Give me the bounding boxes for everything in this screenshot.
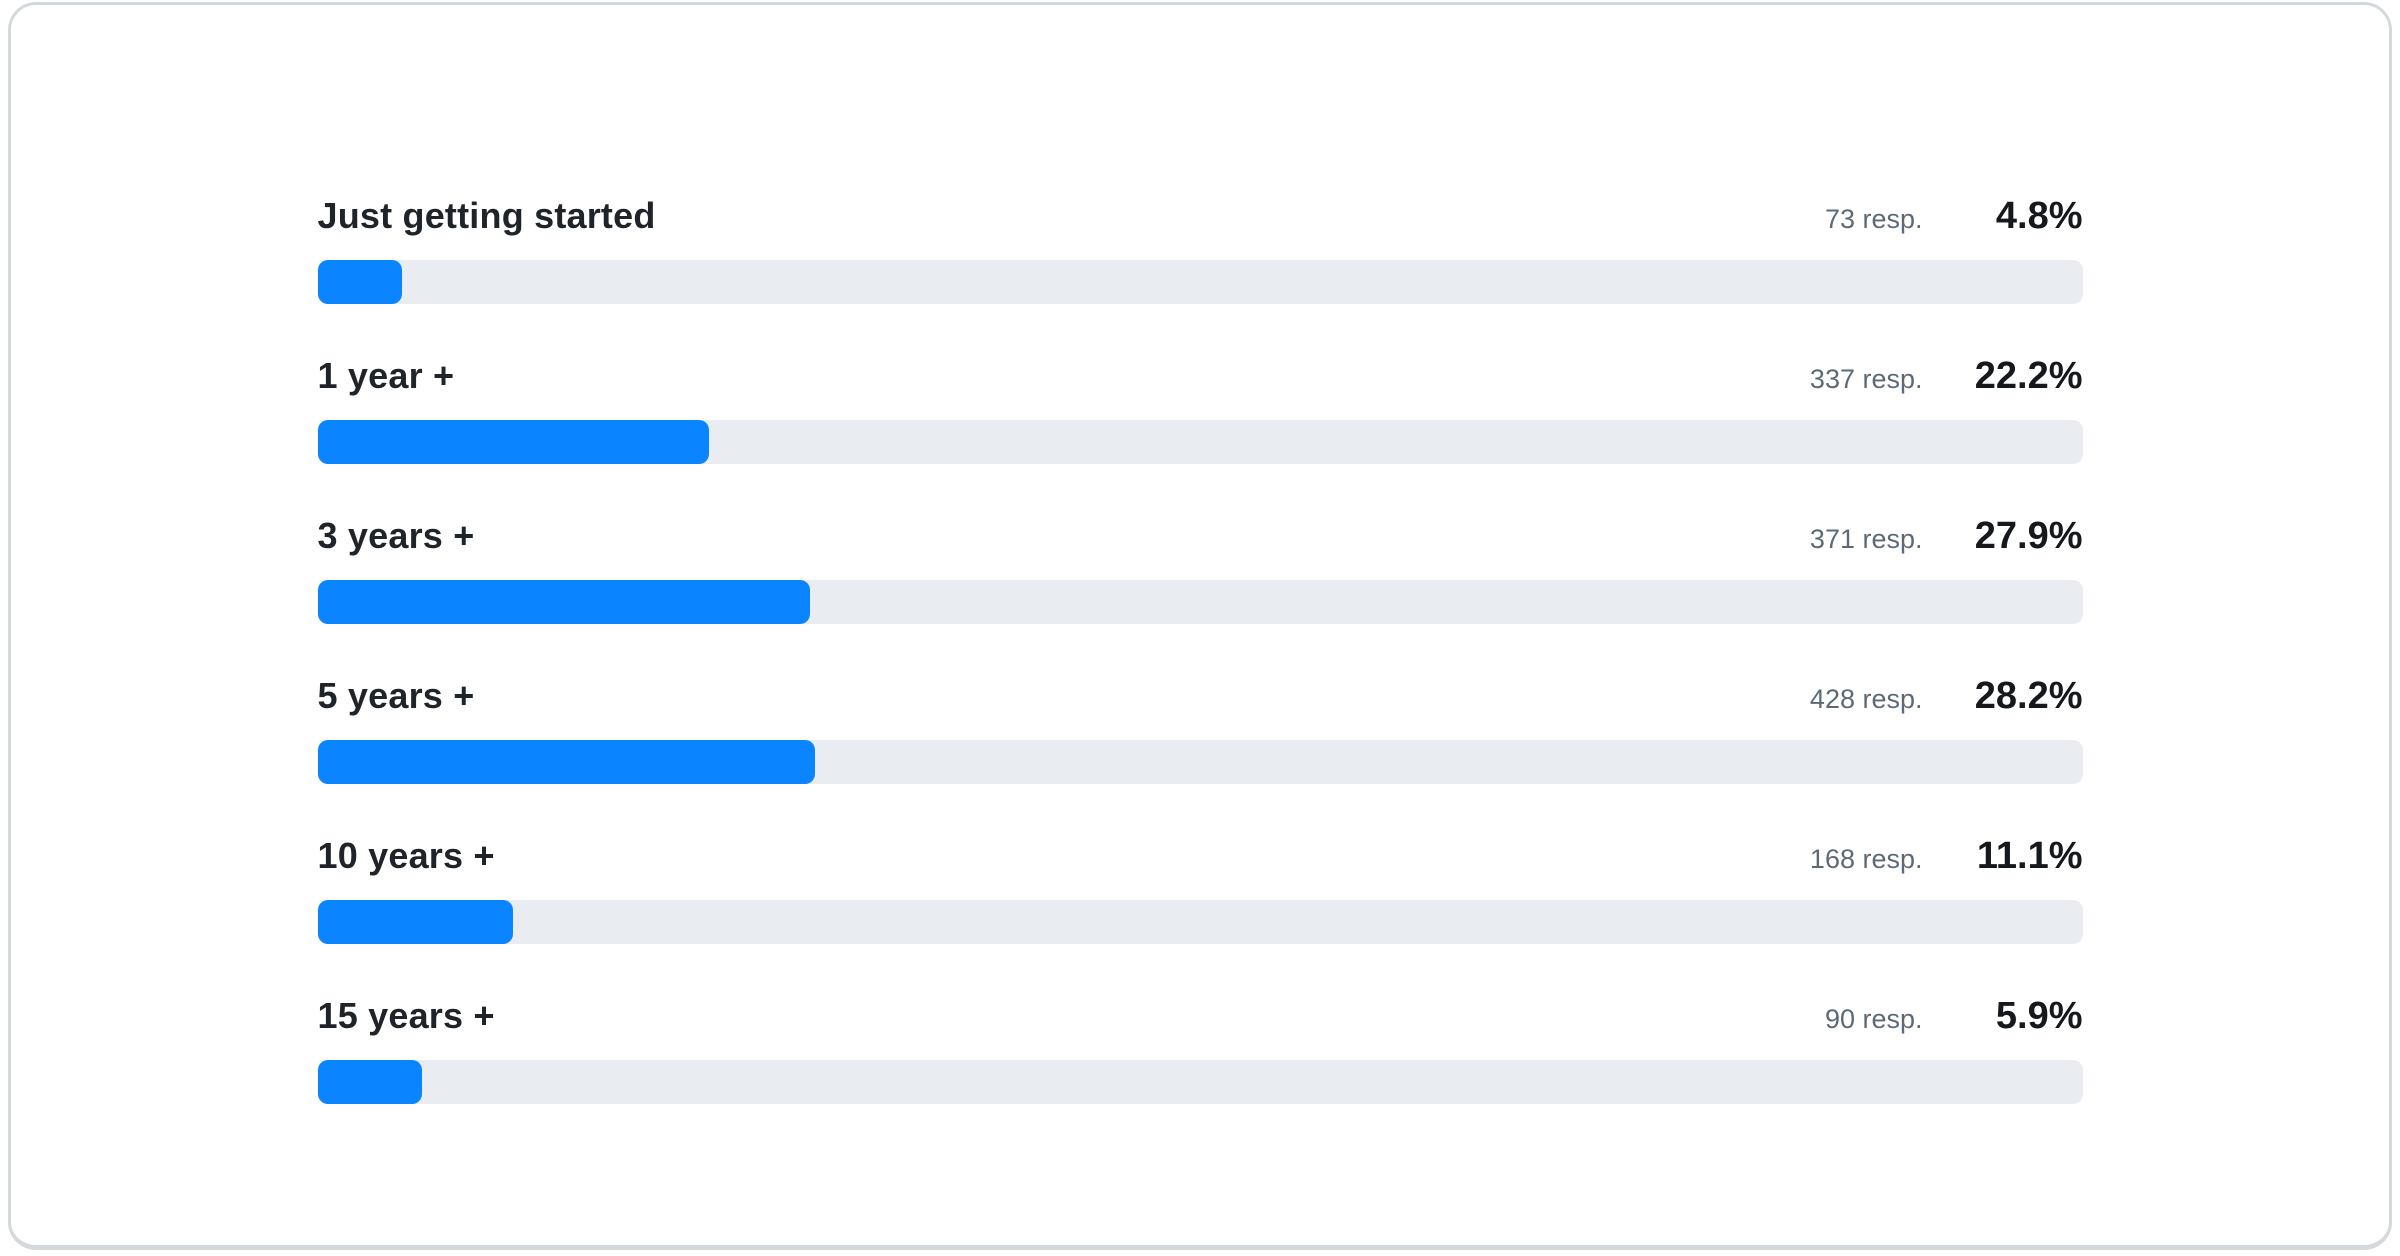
percent-value: 27.9% — [1974, 515, 2083, 557]
survey-row-3-years-plus: 3 years + 371 resp. 27.9% — [317, 513, 2083, 624]
answer-label: 10 years + — [317, 835, 495, 876]
answer-label: 1 year + — [317, 355, 455, 396]
answer-label: 3 years + — [317, 515, 475, 556]
response-count: 90 resp. — [1824, 1004, 1923, 1034]
bar-fill — [317, 900, 514, 944]
percent-value: 5.9% — [1995, 995, 2083, 1037]
bar-track — [317, 900, 2083, 944]
row-header: 1 year + 337 resp. 22.2% — [318, 353, 2083, 402]
bar-track — [317, 580, 2083, 624]
answer-label: Just getting started — [317, 195, 656, 236]
response-count: 337 resp. — [1809, 364, 1923, 394]
survey-row-just-getting-started: Just getting started 73 resp. 4.8% — [317, 193, 2083, 304]
percent-value: 22.2% — [1974, 355, 2083, 397]
survey-row-1-year-plus: 1 year + 337 resp. 22.2% — [317, 353, 2083, 464]
row-header: 10 years + 168 resp. 11.1% — [318, 833, 2083, 882]
response-count: 73 resp. — [1824, 204, 1923, 234]
bar-track — [317, 420, 2083, 464]
row-header: 15 years + 90 resp. 5.9% — [318, 993, 2083, 1042]
bar-fill — [317, 1060, 422, 1104]
row-header: 3 years + 371 resp. 27.9% — [318, 513, 2083, 562]
survey-row-15-years-plus: 15 years + 90 resp. 5.9% — [317, 993, 2083, 1104]
percent-value: 28.2% — [1974, 675, 2083, 717]
survey-results-card: Just getting started 73 resp. 4.8% 1 yea… — [8, 2, 2392, 1250]
row-header: Just getting started 73 resp. 4.8% — [318, 193, 2083, 242]
row-header: 5 years + 428 resp. 28.2% — [318, 673, 2083, 722]
answer-label: 5 years + — [317, 675, 475, 716]
percent-value: 11.1% — [1976, 835, 2083, 877]
response-count: 428 resp. — [1809, 684, 1923, 714]
survey-row-10-years-plus: 10 years + 168 resp. 11.1% — [317, 833, 2083, 944]
bar-track — [317, 1060, 2083, 1104]
response-count: 168 resp. — [1809, 844, 1923, 874]
survey-row-5-years-plus: 5 years + 428 resp. 28.2% — [317, 673, 2083, 784]
answer-label: 15 years + — [317, 995, 495, 1036]
bar-fill — [317, 420, 710, 464]
bar-fill — [317, 260, 403, 304]
bar-fill — [317, 580, 810, 624]
bar-fill — [317, 740, 816, 784]
response-count: 371 resp. — [1809, 524, 1923, 554]
bar-track — [317, 260, 2083, 304]
survey-results-chart: Just getting started 73 resp. 4.8% 1 yea… — [317, 5, 2083, 1104]
percent-value: 4.8% — [1995, 195, 2083, 237]
bar-track — [317, 740, 2083, 784]
